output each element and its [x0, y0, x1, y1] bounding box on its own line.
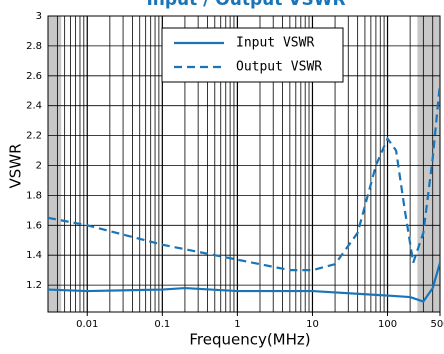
series-line: [48, 262, 440, 303]
plot-border: [47, 15, 441, 313]
x-tick-label: 10: [306, 319, 319, 330]
x-tick-label: 100: [378, 319, 397, 330]
legend-box: [161, 27, 344, 83]
x-tick-label: 500: [430, 319, 444, 330]
series-line: [48, 83, 440, 272]
y-tick-label: 1.2: [26, 280, 42, 291]
y-tick-label: 2.2: [26, 131, 42, 142]
chart-title: Input / Output VSWR: [146, 0, 345, 10]
y-tick-label: 1.6: [26, 220, 42, 231]
y-tick-label: 2.4: [26, 101, 42, 112]
x-tick-label: 0.1: [154, 319, 170, 330]
y-tick-label: 1.8: [26, 190, 42, 201]
legend-label: Input VSWR: [236, 36, 314, 51]
legend-label: Output VSWR: [236, 60, 322, 75]
x-tick-label: 1: [234, 319, 240, 330]
x-tick-label: 0.01: [76, 319, 98, 330]
y-tick-label: 1.4: [26, 250, 42, 261]
y-axis-label: VSWR: [7, 143, 25, 188]
y-tick-label: 2.6: [26, 71, 42, 82]
shaded-region: [417, 16, 440, 312]
y-tick-label: 3: [36, 11, 42, 22]
y-tick-label: 2.8: [26, 41, 42, 52]
x-axis-label: Frequency(MHz): [189, 331, 310, 349]
shaded-region: [48, 16, 62, 312]
y-tick-label: 2: [36, 160, 42, 171]
